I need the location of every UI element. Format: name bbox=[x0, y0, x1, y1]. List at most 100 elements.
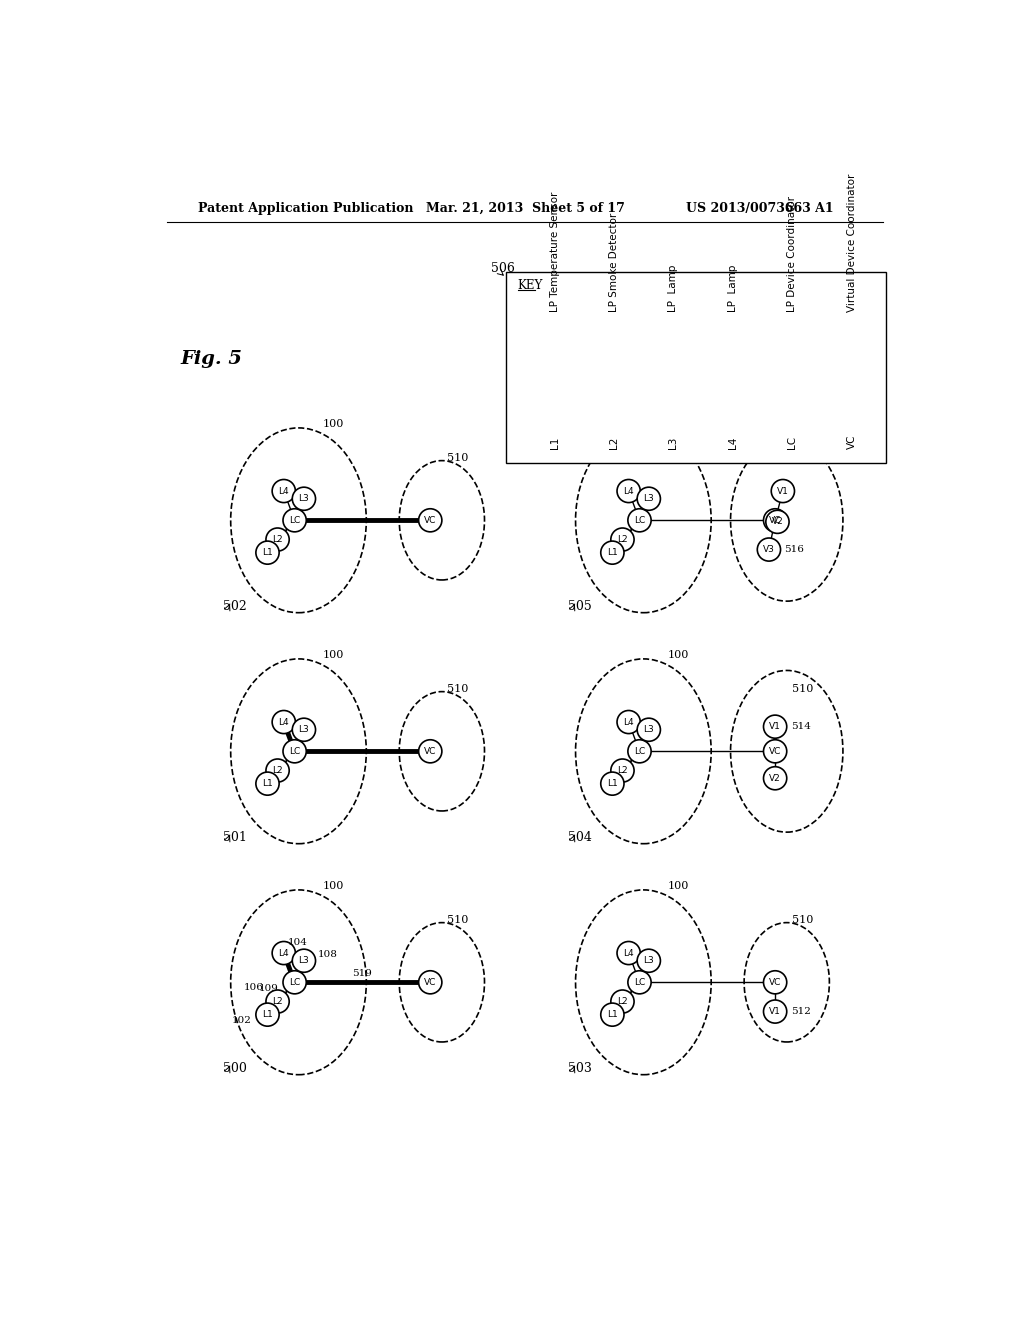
Text: L3: L3 bbox=[299, 494, 309, 503]
Circle shape bbox=[637, 487, 660, 511]
Text: L3: L3 bbox=[299, 725, 309, 734]
Text: 100: 100 bbox=[323, 882, 344, 891]
Text: 510: 510 bbox=[792, 453, 813, 462]
Circle shape bbox=[637, 949, 660, 973]
Circle shape bbox=[256, 772, 280, 795]
Text: L2: L2 bbox=[272, 997, 283, 1006]
Circle shape bbox=[266, 528, 289, 552]
Text: 510: 510 bbox=[446, 453, 468, 462]
Circle shape bbox=[601, 1003, 624, 1026]
Circle shape bbox=[766, 511, 790, 533]
Circle shape bbox=[256, 1003, 280, 1026]
Text: VC: VC bbox=[769, 747, 781, 756]
Text: L4: L4 bbox=[279, 718, 289, 726]
Text: V1: V1 bbox=[769, 1007, 781, 1016]
Circle shape bbox=[611, 990, 634, 1014]
Text: L3: L3 bbox=[643, 725, 654, 734]
Text: LP Smoke Detector: LP Smoke Detector bbox=[609, 213, 618, 313]
Text: 519: 519 bbox=[352, 969, 373, 978]
Text: L1: L1 bbox=[550, 437, 559, 449]
Text: L1: L1 bbox=[262, 779, 272, 788]
Text: L4: L4 bbox=[624, 718, 634, 726]
Text: Fig. 5: Fig. 5 bbox=[180, 350, 243, 367]
Text: 516: 516 bbox=[784, 545, 804, 554]
Text: L2: L2 bbox=[617, 766, 628, 775]
Circle shape bbox=[617, 941, 640, 965]
Text: L2: L2 bbox=[609, 437, 618, 449]
Text: 500: 500 bbox=[223, 1063, 247, 1074]
Text: Patent Application Publication: Patent Application Publication bbox=[198, 202, 414, 215]
Text: V1: V1 bbox=[777, 487, 788, 495]
Circle shape bbox=[617, 710, 640, 734]
Text: L1: L1 bbox=[607, 1010, 617, 1019]
Text: V2: V2 bbox=[769, 774, 781, 783]
Circle shape bbox=[758, 539, 780, 561]
Circle shape bbox=[266, 759, 289, 781]
Text: VC: VC bbox=[424, 516, 436, 525]
Circle shape bbox=[283, 739, 306, 763]
Circle shape bbox=[764, 767, 786, 789]
Circle shape bbox=[272, 941, 295, 965]
Circle shape bbox=[419, 508, 442, 532]
Text: VC: VC bbox=[424, 747, 436, 756]
Text: Virtual Device Coordinator: Virtual Device Coordinator bbox=[847, 174, 857, 313]
Text: 100: 100 bbox=[668, 882, 689, 891]
Text: 502: 502 bbox=[223, 601, 247, 612]
Text: 501: 501 bbox=[223, 832, 247, 843]
Circle shape bbox=[764, 1001, 786, 1023]
Text: L4: L4 bbox=[624, 949, 634, 957]
Circle shape bbox=[611, 528, 634, 552]
Text: V3: V3 bbox=[763, 545, 775, 554]
Circle shape bbox=[764, 715, 786, 738]
Text: 100: 100 bbox=[668, 651, 689, 660]
Text: 108: 108 bbox=[317, 950, 338, 960]
Circle shape bbox=[628, 508, 651, 532]
Circle shape bbox=[628, 970, 651, 994]
Text: L3: L3 bbox=[643, 956, 654, 965]
Circle shape bbox=[292, 718, 315, 742]
Text: LC: LC bbox=[634, 978, 645, 987]
Circle shape bbox=[283, 508, 306, 532]
Text: 106: 106 bbox=[244, 983, 263, 993]
Text: Mar. 21, 2013  Sheet 5 of 17: Mar. 21, 2013 Sheet 5 of 17 bbox=[426, 202, 626, 215]
Text: L2: L2 bbox=[272, 535, 283, 544]
Text: VC: VC bbox=[847, 436, 857, 449]
Text: LP  Lamp: LP Lamp bbox=[728, 265, 737, 313]
Text: L4: L4 bbox=[728, 437, 737, 449]
Text: L4: L4 bbox=[624, 487, 634, 495]
Text: 102: 102 bbox=[232, 1016, 252, 1026]
Text: LC: LC bbox=[289, 747, 300, 756]
Circle shape bbox=[283, 970, 306, 994]
Text: LC: LC bbox=[289, 516, 300, 525]
Text: 100: 100 bbox=[668, 420, 689, 429]
Circle shape bbox=[617, 479, 640, 503]
Circle shape bbox=[771, 479, 795, 503]
Text: V1: V1 bbox=[769, 722, 781, 731]
Text: VC: VC bbox=[769, 978, 781, 987]
Text: 514: 514 bbox=[791, 722, 811, 731]
Text: L4: L4 bbox=[279, 487, 289, 495]
Text: 504: 504 bbox=[568, 832, 592, 843]
Text: 505: 505 bbox=[568, 601, 592, 612]
Text: L2: L2 bbox=[617, 535, 628, 544]
Circle shape bbox=[272, 479, 295, 503]
Text: L3: L3 bbox=[299, 956, 309, 965]
Text: L1: L1 bbox=[262, 548, 272, 557]
Text: L1: L1 bbox=[607, 548, 617, 557]
Text: L2: L2 bbox=[272, 766, 283, 775]
Text: LP Temperature Sensor: LP Temperature Sensor bbox=[550, 191, 559, 313]
Circle shape bbox=[611, 759, 634, 781]
Text: LP  Lamp: LP Lamp bbox=[669, 265, 678, 313]
Text: VC: VC bbox=[424, 978, 436, 987]
Text: L3: L3 bbox=[643, 494, 654, 503]
Text: 104: 104 bbox=[288, 937, 307, 946]
Text: 100: 100 bbox=[323, 420, 344, 429]
Text: LC: LC bbox=[634, 516, 645, 525]
Circle shape bbox=[266, 990, 289, 1014]
Text: 510: 510 bbox=[792, 915, 813, 924]
Circle shape bbox=[292, 487, 315, 511]
Circle shape bbox=[764, 970, 786, 994]
Text: VC: VC bbox=[769, 516, 781, 525]
Text: LC: LC bbox=[289, 978, 300, 987]
Text: 100: 100 bbox=[323, 651, 344, 660]
